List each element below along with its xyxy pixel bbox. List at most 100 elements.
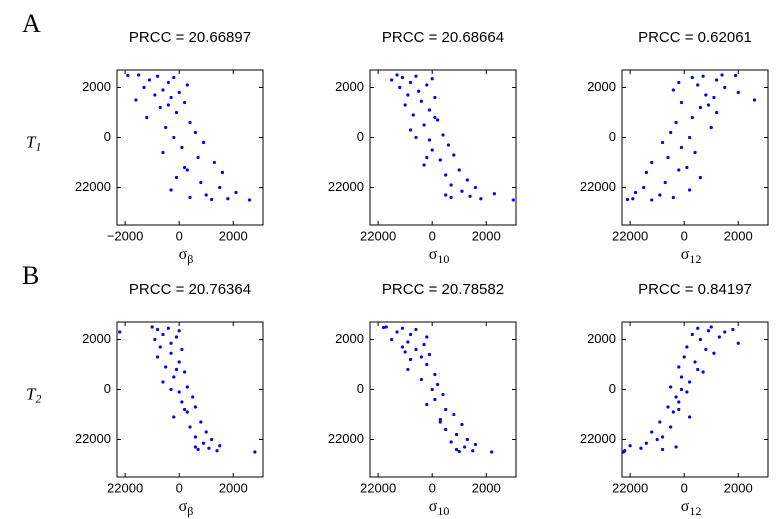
point [441, 133, 445, 137]
point [696, 367, 700, 372]
point [182, 100, 187, 105]
point [145, 115, 149, 120]
chart-title: PRCC = 20.68664 [382, 29, 504, 46]
point [180, 145, 184, 150]
point [207, 446, 211, 450]
point [736, 341, 740, 345]
plot-frame [369, 321, 517, 478]
point [669, 425, 673, 429]
point [490, 450, 494, 454]
y-axis-subscript: 1 [35, 139, 41, 153]
point [177, 90, 181, 95]
point [460, 189, 464, 193]
x-tick-label: 2000 [472, 480, 501, 495]
point [441, 392, 445, 397]
x-axis-symbol: σ [681, 498, 690, 515]
x-axis-symbol: σ [429, 498, 438, 515]
point [411, 113, 415, 117]
point [706, 329, 711, 333]
point [408, 80, 413, 85]
point [704, 93, 708, 97]
x-axis-label: σ12 [681, 498, 702, 518]
point [191, 395, 195, 399]
point [752, 98, 757, 102]
chart-title: PRCC = 20.78582 [382, 281, 504, 298]
point [693, 360, 697, 364]
point [204, 193, 208, 197]
point [473, 185, 478, 190]
x-tick-label: 0 [429, 228, 436, 243]
point [463, 445, 467, 449]
point [215, 449, 219, 453]
point [679, 100, 684, 105]
y-tick-label: 2000 [82, 79, 111, 94]
point [687, 415, 692, 419]
point [398, 85, 402, 90]
point [471, 449, 475, 453]
point [693, 150, 697, 155]
point [212, 160, 216, 165]
point [180, 347, 184, 352]
point [698, 337, 703, 342]
point [430, 77, 434, 81]
point [736, 90, 740, 95]
point [384, 325, 388, 329]
point [671, 195, 675, 200]
point [201, 441, 206, 445]
x-axis-symbol: σ [429, 246, 438, 263]
point [169, 341, 173, 345]
point [687, 188, 692, 192]
point [433, 115, 437, 120]
point [690, 115, 694, 120]
panel-label: A [22, 9, 41, 38]
x-tick-label: 2000 [219, 480, 248, 495]
point [433, 372, 437, 377]
y-tick-label: 2000 [587, 79, 616, 94]
point [650, 198, 654, 202]
y-tick-label: 2000 [587, 331, 616, 346]
point [449, 195, 453, 200]
chart-title: PRCC = 0.84197 [638, 281, 752, 298]
x-axis-symbol: σ [681, 246, 690, 263]
chart-title: PRCC = 20.76364 [129, 281, 251, 298]
point [511, 198, 515, 202]
point [650, 430, 654, 434]
point [177, 360, 181, 364]
point [465, 437, 469, 442]
point [185, 410, 189, 414]
point [690, 75, 694, 80]
point [193, 405, 198, 409]
x-tick-label: 0 [681, 228, 688, 243]
x-axis-subscript: 10 [437, 252, 449, 266]
point [460, 422, 464, 427]
point [427, 138, 432, 142]
point [199, 180, 203, 185]
y-axis-symbol: T [26, 132, 37, 151]
y-tick-label: 0 [104, 129, 111, 144]
point [406, 340, 410, 344]
point [400, 345, 405, 349]
point [660, 447, 665, 452]
y-tick-label: 2000 [82, 331, 111, 346]
point [177, 329, 181, 333]
point [210, 437, 214, 442]
chart-title: PRCC = 0.62061 [638, 29, 752, 46]
point [193, 435, 198, 439]
point [685, 345, 689, 349]
x-tick-label: 22000 [107, 480, 143, 495]
x-axis-label: σβ [179, 246, 194, 266]
plot-frame [369, 69, 517, 226]
point [177, 390, 181, 394]
point [158, 345, 162, 349]
point [234, 190, 238, 195]
point [644, 441, 648, 445]
point [444, 193, 448, 197]
point [164, 365, 168, 369]
point [403, 103, 407, 107]
point [172, 415, 176, 419]
point [444, 427, 448, 432]
x-tick-label: 2000 [472, 228, 501, 243]
point [669, 385, 673, 389]
point [403, 350, 407, 354]
